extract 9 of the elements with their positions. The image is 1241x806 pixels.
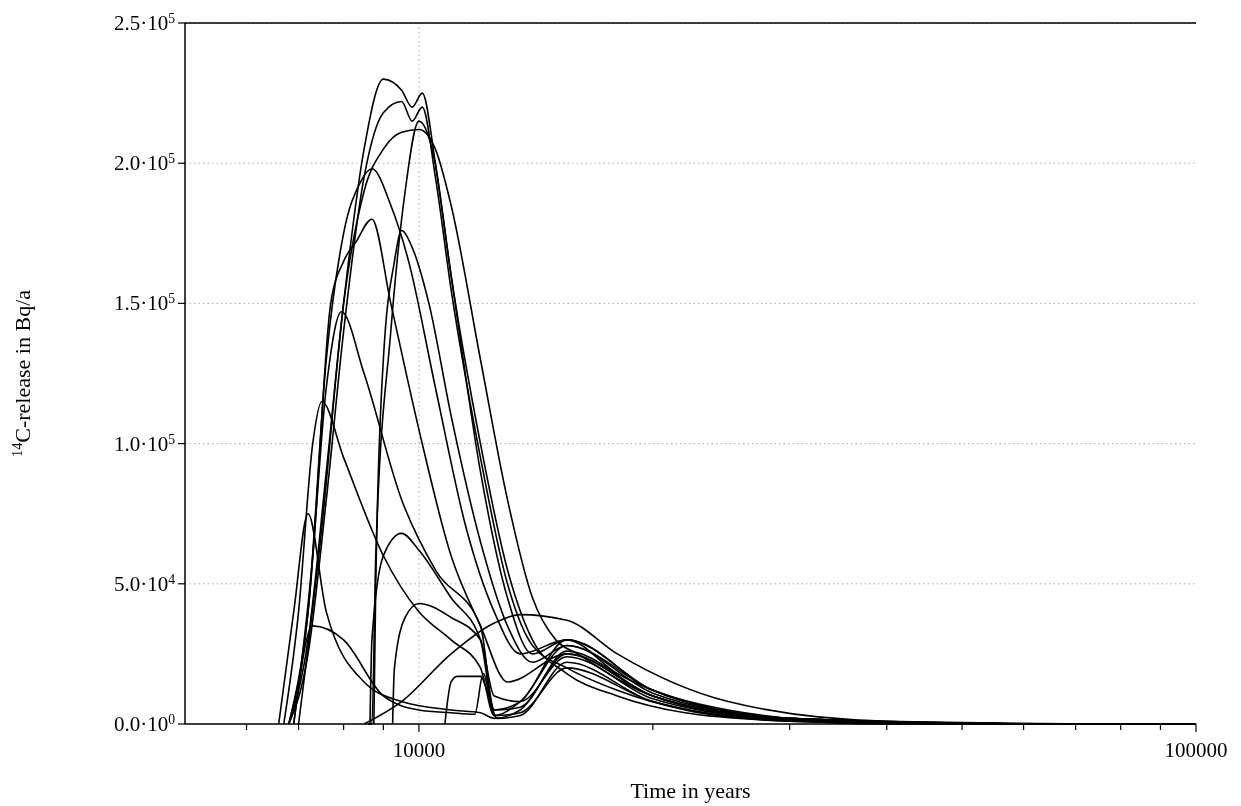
y-tick-label: 2.5·10$^{5}$ bbox=[113, 10, 176, 35]
y-tick-label: 2.0·10$^{5}$ bbox=[113, 150, 176, 176]
x-tick-label: 100000 bbox=[1164, 738, 1228, 762]
y-tick-label: 5.0·10$^{4}$ bbox=[113, 571, 176, 596]
x-axis-title: Time in years bbox=[630, 778, 751, 803]
y-tick-label: 1.5·10$^{5}$ bbox=[113, 290, 176, 316]
x-tick-label: 10000 bbox=[392, 738, 446, 762]
y-tick-label: 0.0·10$^{0}$ bbox=[113, 711, 176, 736]
y-tick-label: 1.0·10$^{5}$ bbox=[113, 431, 176, 456]
